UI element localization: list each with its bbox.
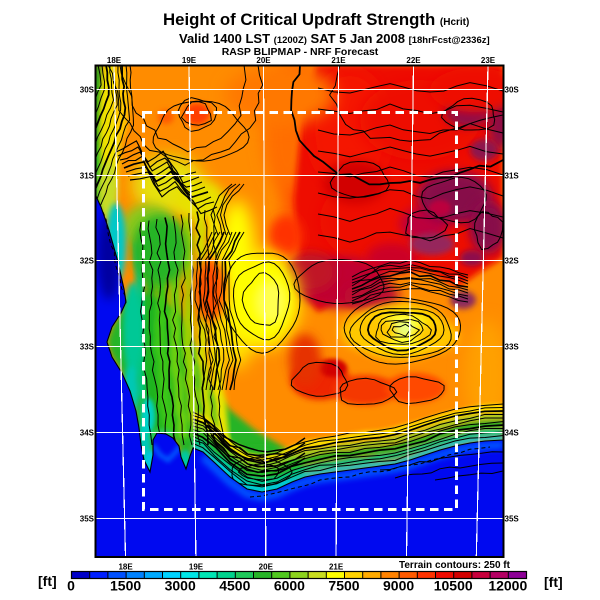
- svg-text:33S: 33S: [80, 343, 95, 352]
- svg-text:[ft]: [ft]: [38, 573, 57, 589]
- svg-text:19E: 19E: [182, 56, 197, 65]
- svg-text:23E: 23E: [481, 56, 496, 65]
- svg-text:30S: 30S: [505, 86, 520, 95]
- svg-text:31S: 31S: [505, 172, 520, 181]
- svg-text:18E: 18E: [118, 563, 133, 572]
- svg-text:30S: 30S: [80, 86, 95, 95]
- svg-text:0: 0: [67, 578, 75, 594]
- svg-text:32S: 32S: [505, 257, 520, 266]
- svg-text:21E: 21E: [331, 56, 346, 65]
- svg-text:35S: 35S: [505, 515, 520, 524]
- svg-text:RASP BLIPMAP - NRF Forecast: RASP BLIPMAP - NRF Forecast: [222, 46, 379, 58]
- svg-text:19E: 19E: [189, 563, 204, 572]
- svg-text:21E: 21E: [329, 563, 344, 572]
- svg-text:Valid 1400 LST (1200Z) SAT 5 J: Valid 1400 LST (1200Z) SAT 5 Jan 2008 [1…: [179, 31, 490, 46]
- svg-text:[ft]: [ft]: [544, 574, 563, 590]
- svg-text:3000: 3000: [165, 578, 196, 594]
- svg-text:22E: 22E: [406, 56, 421, 65]
- svg-text:18E: 18E: [107, 56, 122, 65]
- svg-text:Height of Critical Updraft Str: Height of Critical Updraft Strength (Hcr…: [163, 10, 469, 29]
- svg-text:6000: 6000: [274, 578, 305, 594]
- svg-text:32S: 32S: [80, 257, 95, 266]
- svg-text:34S: 34S: [505, 429, 520, 438]
- svg-text:1500: 1500: [110, 578, 141, 594]
- svg-text:9000: 9000: [383, 578, 414, 594]
- svg-text:34S: 34S: [80, 429, 95, 438]
- svg-text:33S: 33S: [505, 343, 520, 352]
- svg-text:12000: 12000: [488, 578, 527, 594]
- svg-text:20E: 20E: [256, 56, 271, 65]
- svg-text:Terrain contours: 250 ft: Terrain contours: 250 ft: [399, 560, 511, 571]
- svg-text:4500: 4500: [219, 578, 250, 594]
- svg-text:31S: 31S: [80, 172, 95, 181]
- svg-text:7500: 7500: [328, 578, 359, 594]
- svg-text:35S: 35S: [80, 515, 95, 524]
- svg-text:20E: 20E: [259, 563, 274, 572]
- svg-text:10500: 10500: [434, 578, 473, 594]
